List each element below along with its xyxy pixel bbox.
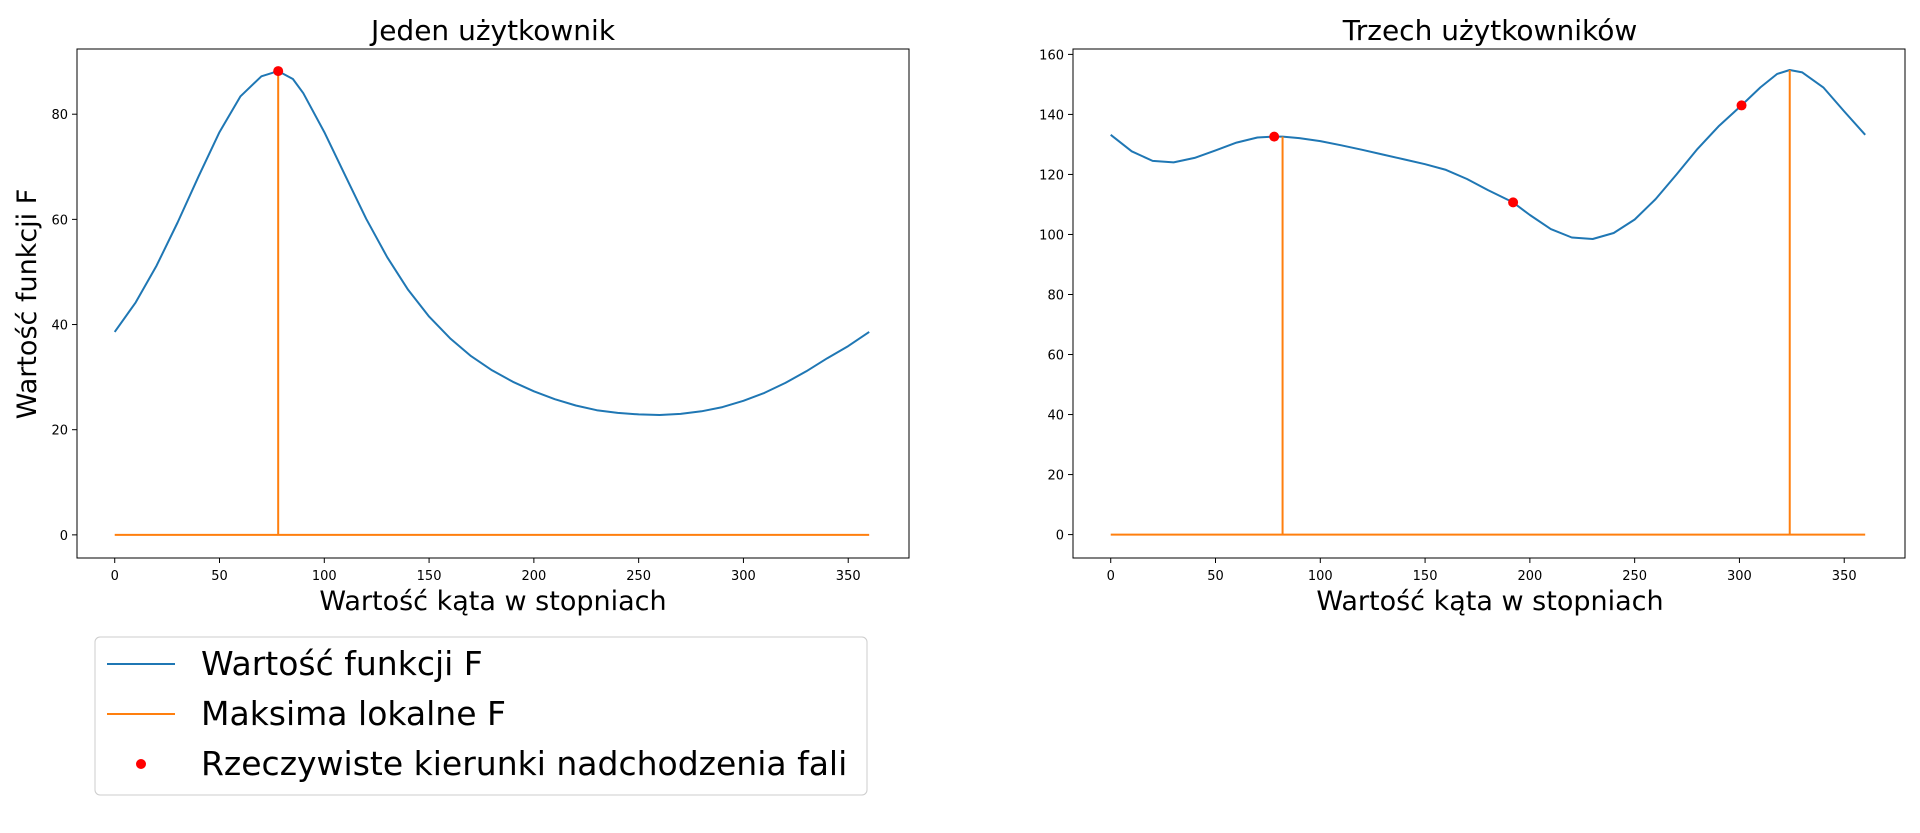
true-direction-point [1736,100,1747,111]
x-tick-label: 350 [1832,569,1857,584]
legend-frame [94,636,868,796]
axes-frame [1072,48,1906,559]
y-tick-label: 20 [51,424,68,439]
legend-swatch-dot-red [136,759,146,769]
x-tick-label: 300 [731,569,756,584]
plot-three-users: Trzech użytkowników Wartość kąta w stopn… [1039,14,1906,617]
x-tick-label: 150 [417,569,442,584]
x-tick-label: 150 [1413,569,1438,584]
legend-label: Wartość funkcji F [201,644,483,683]
true-direction-point [273,66,284,77]
y-tick-label: 0 [1056,529,1064,544]
x-tick-label: 100 [312,569,337,584]
y-axis-label: Wartość funkcji F [12,189,43,420]
x-tick-label: 300 [1727,569,1752,584]
function-f-line [113,70,870,416]
x-tick-label: 100 [1308,569,1333,584]
y-tick-label: 0 [60,529,68,544]
x-tick-label: 50 [211,569,228,584]
function-f-line [1110,69,1866,240]
x-tick-label: 200 [1517,569,1542,584]
x-axis-label: Wartość kąta w stopniach [319,586,666,617]
legend-label: Rzeczywiste kierunki nadchodzenia fali [201,744,847,783]
y-tick-label: 100 [1039,228,1064,243]
plot-title: Trzech użytkowników [1342,14,1637,47]
true-direction-point [1508,197,1519,208]
y-tick-label: 60 [51,213,68,228]
axes-frame [76,48,910,559]
plot-single-user: Jeden użytkownik Wartość kąta w stopniac… [12,14,910,617]
x-tick-label: 50 [1207,569,1224,584]
legend: Wartość funkcji F Maksima lokalne F Rzec… [94,636,868,796]
y-tick-label: 60 [1047,349,1064,364]
y-tick-label: 40 [51,319,68,334]
y-tick-label: 140 [1039,108,1064,123]
y-tick-label: 160 [1039,48,1064,63]
x-tick-label: 350 [836,569,861,584]
y-tick-label: 80 [1047,288,1064,303]
x-tick-label: 250 [626,569,651,584]
y-tick-label: 40 [1047,409,1064,424]
y-tick-label: 20 [1047,469,1064,484]
x-tick-label: 250 [1622,569,1647,584]
x-tick-label: 0 [1107,569,1115,584]
x-axis-label: Wartość kąta w stopniach [1316,586,1663,617]
legend-label: Maksima lokalne F [201,694,506,733]
y-tick-label: 120 [1039,168,1064,183]
plot-title: Jeden użytkownik [369,14,616,47]
x-tick-label: 0 [111,569,119,584]
y-tick-label: 80 [51,108,68,123]
true-direction-point [1269,131,1280,142]
x-tick-label: 200 [521,569,546,584]
